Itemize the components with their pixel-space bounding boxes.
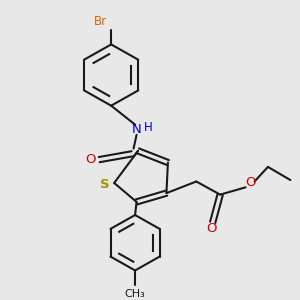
Text: O: O: [206, 222, 217, 235]
Text: O: O: [85, 153, 96, 166]
Text: S: S: [100, 178, 110, 191]
Text: Br: Br: [94, 15, 107, 28]
Text: CH₃: CH₃: [125, 289, 146, 298]
Text: N: N: [132, 122, 141, 136]
Text: O: O: [245, 176, 255, 190]
Text: H: H: [143, 121, 152, 134]
